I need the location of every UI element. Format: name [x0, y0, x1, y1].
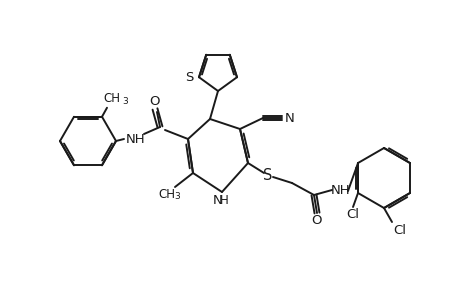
Text: 3: 3 [174, 192, 179, 201]
Text: O: O [150, 94, 160, 107]
Text: Cl: Cl [392, 224, 406, 236]
Text: NH: NH [126, 133, 146, 146]
Text: O: O [311, 214, 322, 227]
Text: S: S [263, 167, 272, 182]
Text: CH: CH [158, 188, 175, 200]
Text: N: N [213, 194, 223, 206]
Text: NH: NH [330, 184, 350, 196]
Text: 3: 3 [122, 97, 128, 106]
Text: H: H [219, 194, 228, 206]
Text: N: N [285, 112, 294, 124]
Text: S: S [185, 71, 193, 84]
Text: CH: CH [103, 92, 120, 105]
Text: Cl: Cl [346, 208, 359, 221]
